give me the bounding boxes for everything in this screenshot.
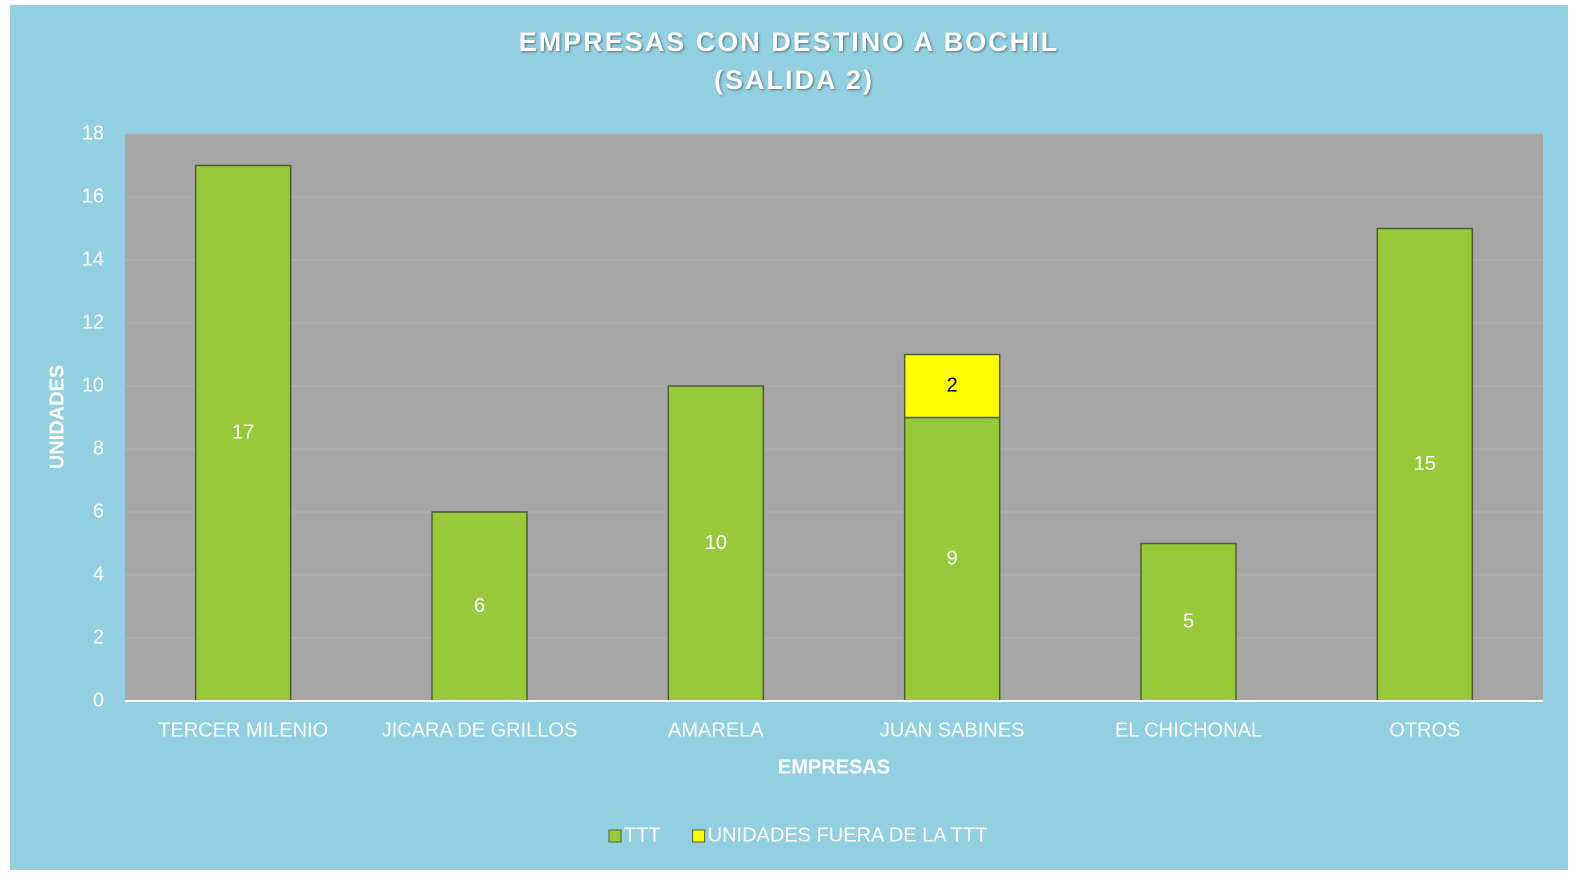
- y-tick-label: 2: [93, 626, 104, 648]
- x-tick-label: OTROS: [1389, 719, 1460, 741]
- data-label: 6: [474, 595, 485, 617]
- x-tick-label: JUAN SABINES: [880, 719, 1024, 741]
- legend-label: UNIDADES FUERA DE LA TTT: [708, 824, 988, 846]
- data-label: 9: [947, 548, 958, 570]
- bar-segment: [194, 164, 292, 702]
- chart-title: EMPRESAS CON DESTINO A BOCHIL: [519, 27, 1060, 57]
- y-tick-label: 16: [82, 185, 104, 207]
- bar-segment: [903, 353, 1001, 419]
- x-tick-label: JICARA DE GRILLOS: [382, 719, 578, 741]
- plot-area: [125, 134, 1543, 701]
- y-tick-label: 10: [82, 374, 104, 396]
- x-tick-label: EL CHICHONAL: [1115, 719, 1262, 741]
- x-tick-label: TERCER MILENIO: [158, 719, 328, 741]
- chart-subtitle: (SALIDA 2): [714, 65, 874, 95]
- y-tick-label: 12: [82, 311, 104, 333]
- x-tick-label: AMARELA: [668, 719, 764, 741]
- y-axis-title: UNIDADES: [46, 365, 68, 469]
- y-tick-label: 18: [82, 122, 104, 144]
- data-label: 5: [1183, 611, 1194, 633]
- data-label: 17: [232, 422, 254, 444]
- y-tick-label: 8: [93, 437, 104, 459]
- y-tick-label: 6: [93, 500, 104, 522]
- y-tick-label: 14: [82, 248, 104, 270]
- y-tick-label: 4: [93, 563, 104, 585]
- legend-label: TTT: [624, 824, 661, 846]
- bar-segment: [1140, 542, 1237, 702]
- bar-segment: [431, 511, 528, 702]
- legend-swatch: [608, 829, 622, 843]
- legend-swatch: [692, 829, 706, 843]
- bar-segment: [667, 385, 765, 702]
- data-label: 2: [947, 374, 958, 396]
- y-tick-label: 0: [93, 689, 104, 711]
- data-label: 10: [705, 532, 727, 554]
- data-label: 15: [1414, 453, 1436, 475]
- x-axis-title: EMPRESAS: [778, 756, 890, 778]
